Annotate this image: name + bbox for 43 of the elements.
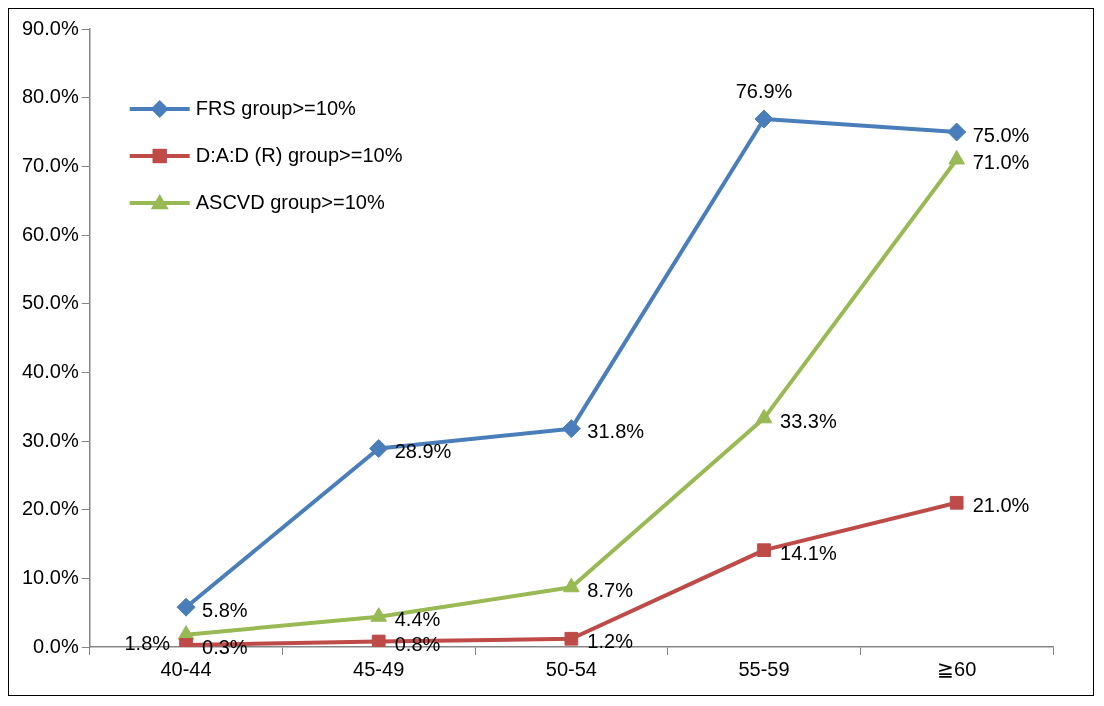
y-tick-label: 10.0% — [21, 565, 79, 588]
legend-label: FRS group>=10% — [195, 96, 357, 119]
data-label: 76.9% — [735, 80, 793, 103]
legend-label: D:A:D (R) group>=10% — [195, 143, 403, 166]
data-label: 1.2% — [587, 630, 634, 653]
point — [370, 607, 387, 622]
point — [755, 408, 773, 424]
y-tick-label: 20.0% — [21, 497, 79, 520]
data-label: 31.8% — [587, 420, 645, 443]
data-label: 71.0% — [972, 150, 1030, 173]
y-tick-label: 40.0% — [21, 359, 79, 382]
data-label: 5.8% — [202, 598, 248, 621]
point — [754, 109, 774, 129]
data-label: 33.3% — [780, 409, 837, 432]
y-tick-label: 60.0% — [21, 222, 79, 245]
legend-label: ASCVD group>=10% — [195, 190, 385, 213]
data-label: 14.1% — [780, 541, 837, 564]
data-label: 28.9% — [394, 440, 452, 463]
x-tick-label: 40-44 — [160, 657, 212, 680]
point — [561, 419, 581, 439]
data-label: 75.0% — [972, 123, 1030, 146]
y-tick-label: 30.0% — [21, 428, 79, 451]
point — [369, 439, 389, 459]
y-tick-label: 70.0% — [21, 153, 79, 176]
y-tick-label: 80.0% — [21, 85, 79, 108]
data-label: 1.8% — [124, 632, 171, 655]
point — [563, 577, 580, 593]
x-tick-label: 55-59 — [738, 657, 790, 680]
data-label: 4.4% — [394, 608, 441, 631]
point — [371, 634, 386, 647]
x-tick-label: 50-54 — [545, 657, 597, 680]
point — [949, 495, 964, 510]
x-tick-label: ≧60 — [937, 657, 977, 680]
y-tick-label: 90.0% — [21, 16, 79, 39]
point — [176, 597, 196, 617]
data-label: 21.0% — [972, 494, 1030, 517]
y-tick-label: 0.0% — [33, 634, 79, 657]
point — [947, 122, 967, 142]
point — [757, 543, 771, 558]
data-label: 8.7% — [587, 578, 634, 601]
y-tick-label: 50.0% — [21, 291, 79, 314]
x-tick-label: 45-49 — [353, 657, 405, 680]
point — [564, 631, 579, 646]
